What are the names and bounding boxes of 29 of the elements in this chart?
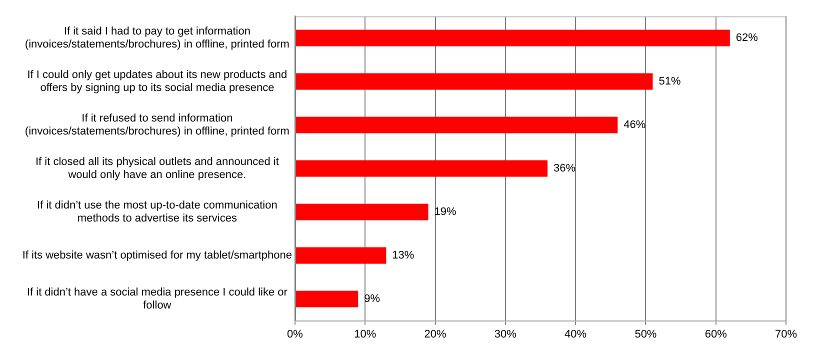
x-tick-label: 70% — [774, 328, 798, 340]
x-tick-label: 0% — [287, 328, 304, 340]
y-tick-label: If it didn’t use the most up-to-date communication methods to advertise its services — [37, 199, 278, 225]
data-label: 62% — [736, 32, 758, 44]
y-tick-label: If it closed all its physical outlets and announced it would only have an online presence. — [36, 156, 279, 182]
bar — [296, 30, 730, 46]
bar — [296, 160, 548, 177]
bar — [296, 290, 358, 308]
x-tick-label: 50% — [634, 328, 657, 340]
y-tick-label: If I could only get updates about its new products and offers by signing up to its social media presence — [27, 68, 288, 94]
x-tick-label: 10% — [354, 328, 376, 340]
bar — [296, 204, 428, 220]
data-label: 13% — [392, 250, 414, 262]
bar — [296, 247, 386, 264]
data-label: 46% — [624, 119, 646, 132]
y-tick-label: If its website wasn’t optimised for my tablet/smartphone — [22, 250, 292, 262]
y-tick-label: If it said I had to pay to get information (invoices/statements/brochures) in offline, printed form — [24, 25, 290, 51]
bar — [296, 73, 653, 90]
x-tick-label: 30% — [494, 328, 517, 340]
data-label: 19% — [434, 206, 457, 218]
data-label: 51% — [658, 76, 681, 88]
x-tick-label: 60% — [704, 328, 728, 340]
y-tick-label: If it didn’t have a social media presence I could like or follow — [26, 286, 288, 312]
x-tick-label: 40% — [564, 328, 587, 340]
bar — [296, 116, 618, 134]
y-tick-label: If it refused to send information (invoices/statements/brochures) in offline, printed form — [24, 112, 290, 138]
data-label: 36% — [554, 162, 576, 175]
data-label: 9% — [364, 293, 380, 306]
x-tick-label: 20% — [424, 328, 447, 340]
